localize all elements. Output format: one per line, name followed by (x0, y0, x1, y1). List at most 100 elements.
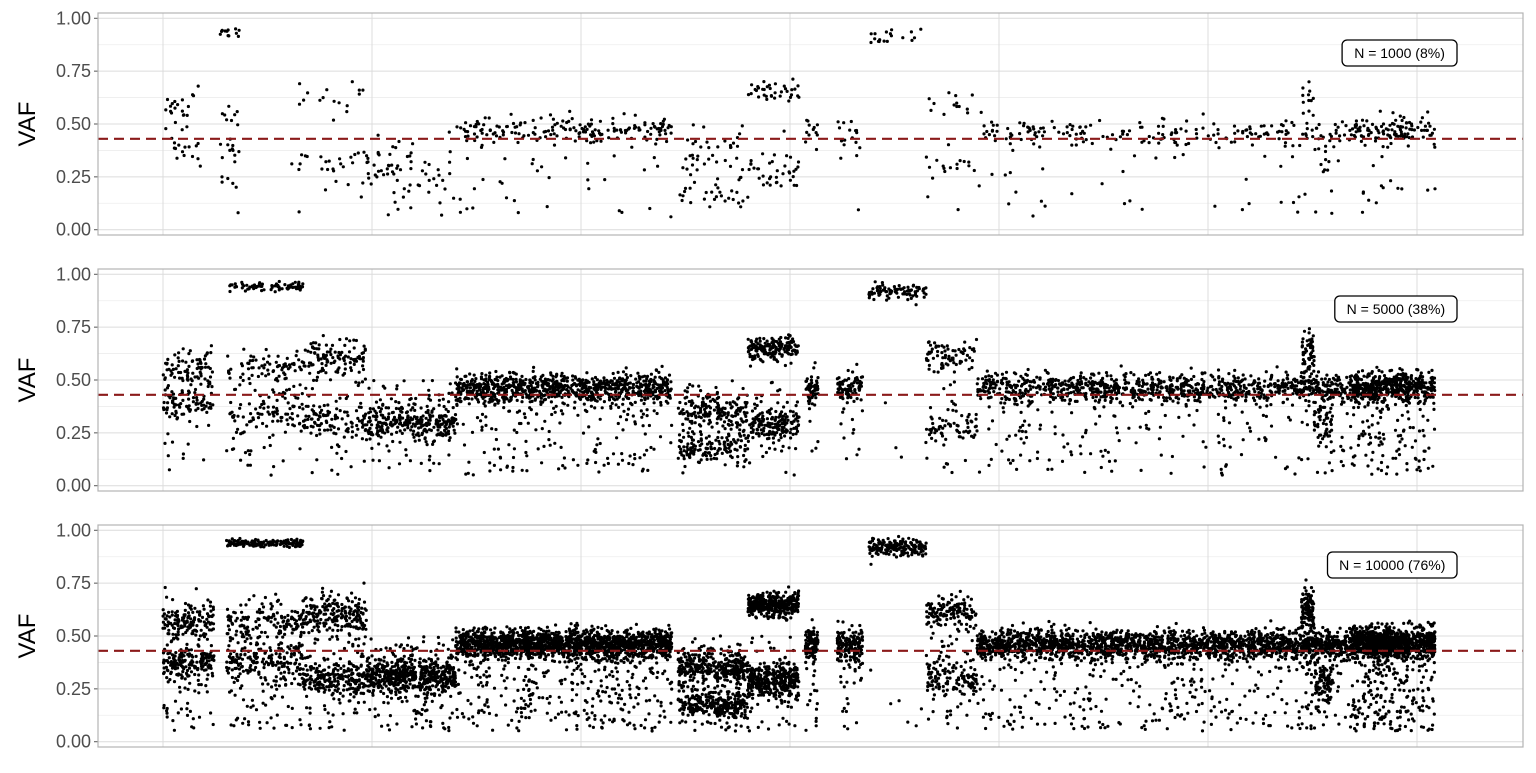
data-point (709, 406, 712, 409)
data-point (1282, 379, 1285, 382)
data-point (751, 409, 754, 412)
data-point (372, 407, 375, 410)
data-point (770, 407, 773, 410)
data-point (1419, 121, 1422, 124)
data-point (187, 443, 190, 446)
data-point (444, 414, 447, 417)
data-point (423, 161, 426, 164)
data-point (928, 340, 931, 343)
data-point (669, 215, 672, 218)
data-point (171, 372, 174, 375)
data-point (401, 432, 404, 435)
data-point (1089, 452, 1092, 455)
data-point (172, 368, 175, 371)
data-point (1014, 191, 1017, 194)
data-point (748, 461, 751, 464)
data-point (900, 456, 903, 459)
data-point (783, 130, 786, 133)
data-point (662, 381, 665, 384)
data-point (617, 406, 620, 409)
data-point (561, 401, 564, 404)
data-point (365, 161, 368, 164)
data-point (209, 407, 212, 410)
data-point (1324, 158, 1327, 161)
data-point (1217, 132, 1220, 135)
data-point (792, 433, 795, 436)
data-point (330, 469, 333, 472)
data-point (729, 165, 732, 168)
data-point (473, 374, 476, 377)
data-point (581, 391, 584, 394)
data-point (438, 462, 441, 465)
data-point (377, 151, 380, 154)
data-point (654, 390, 657, 393)
data-point (1269, 403, 1272, 406)
data-point (175, 417, 178, 420)
data-point (1119, 135, 1122, 138)
data-point (603, 464, 606, 467)
data-point (328, 160, 331, 163)
data-point (1018, 429, 1021, 432)
data-point (174, 121, 177, 124)
data-point (229, 401, 232, 404)
data-point (720, 194, 723, 197)
data-point (736, 426, 739, 429)
data-point (689, 173, 692, 176)
data-point (632, 386, 635, 389)
data-point (807, 133, 810, 136)
data-point (322, 413, 325, 416)
data-point (536, 381, 539, 384)
data-point (765, 451, 768, 454)
data-point (173, 107, 176, 110)
data-point (761, 350, 764, 353)
data-point (934, 346, 937, 349)
data-point (884, 401, 887, 404)
data-point (282, 391, 285, 394)
data-point (929, 344, 932, 347)
data-point (715, 160, 718, 163)
data-point (534, 428, 537, 431)
data-point (748, 423, 751, 426)
data-point (1374, 139, 1377, 142)
data-point (846, 396, 849, 399)
data-point (281, 366, 284, 369)
data-point (1148, 135, 1151, 138)
data-point (668, 374, 671, 377)
data-point (543, 420, 546, 423)
data-point (931, 348, 934, 351)
data-point (932, 426, 935, 429)
data-point (367, 387, 370, 390)
data-point (931, 422, 934, 425)
data-point (678, 193, 681, 196)
data-point (199, 383, 202, 386)
data-point (334, 351, 337, 354)
data-point (957, 348, 960, 351)
data-point (621, 428, 624, 431)
data-point (1025, 436, 1028, 439)
data-point (506, 385, 509, 388)
data-point (542, 445, 545, 448)
data-point (499, 468, 502, 471)
data-point (324, 160, 327, 163)
data-point (1091, 396, 1094, 399)
data-point (611, 122, 614, 125)
data-point (163, 378, 166, 381)
data-point (1259, 406, 1262, 409)
data-point (906, 286, 909, 289)
data-point (1368, 129, 1371, 132)
data-point (815, 131, 818, 134)
data-point (776, 389, 779, 392)
data-point (1284, 145, 1287, 148)
data-point (785, 154, 788, 157)
data-point (666, 379, 669, 382)
data-point (553, 132, 556, 135)
data-point (443, 405, 446, 408)
data-point (405, 411, 408, 414)
data-point (177, 144, 180, 147)
data-point (495, 378, 498, 381)
data-point (878, 40, 881, 43)
data-point (910, 30, 913, 33)
data-point (351, 436, 354, 439)
data-point (487, 386, 490, 389)
